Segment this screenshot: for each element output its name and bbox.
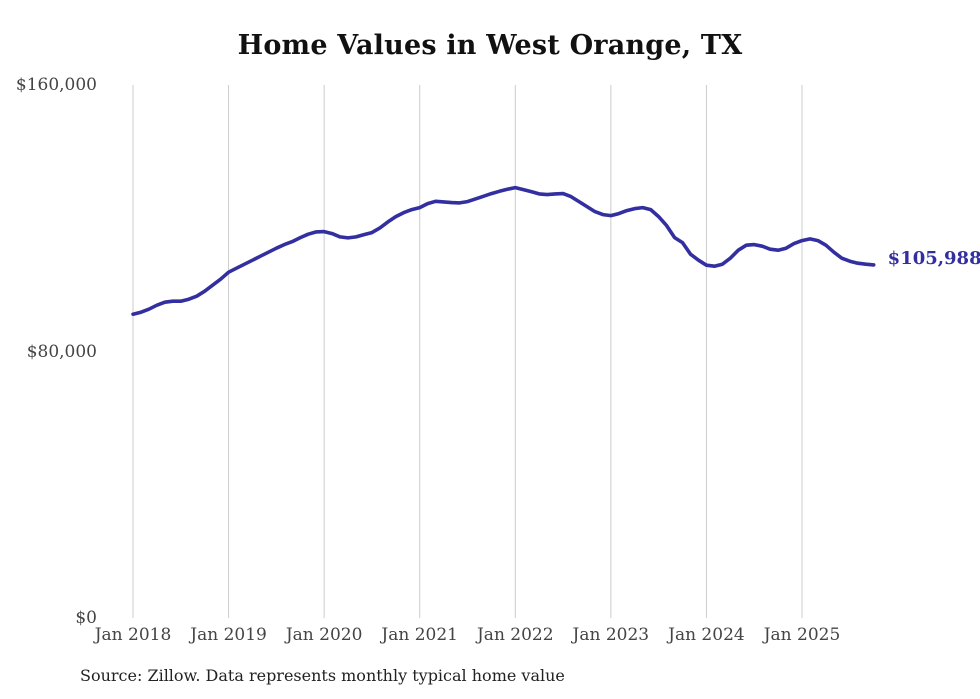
chart-title: Home Values in West Orange, TX [237,30,743,61]
y-tick-label: $160,000 [15,75,97,95]
y-tick-label: $0 [75,608,97,628]
x-tick-label: Jan 2025 [763,625,841,645]
x-tick-label: Jan 2021 [381,625,458,645]
x-tick-label: Jan 2022 [476,625,554,645]
x-tick-label: Jan 2019 [190,625,267,645]
x-tick-label: Jan 2024 [668,625,745,645]
x-tick-label: Jan 2023 [572,625,650,645]
y-tick-label: $80,000 [26,341,97,362]
x-tick-label: Jan 2018 [94,625,172,645]
x-tick-label: Jan 2020 [285,625,363,645]
latest-value-label: $105,988 [887,247,980,269]
home-value-line [131,185,876,316]
source-note: Source: Zillow. Data represents monthly … [80,666,565,685]
